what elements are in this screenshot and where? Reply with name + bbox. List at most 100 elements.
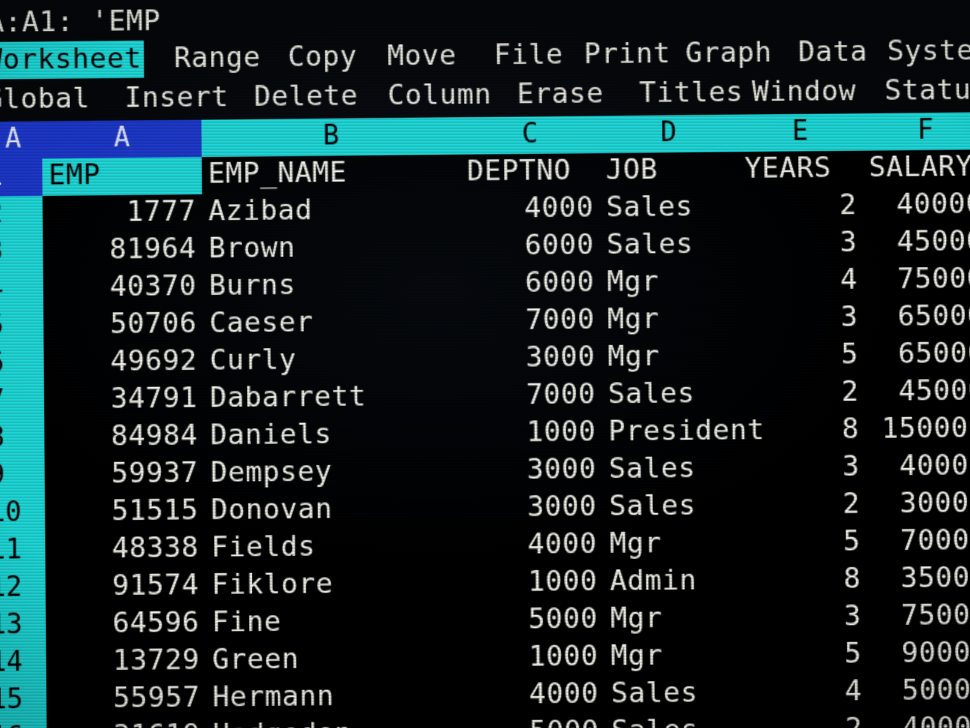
cell-years[interactable]: 2: [744, 711, 869, 728]
menu-item-window[interactable]: Window: [751, 75, 857, 109]
cell-years[interactable]: 5: [844, 637, 862, 671]
cell-emp-name[interactable]: Curly: [209, 343, 297, 377]
cell-emp[interactable]: 81964: [109, 232, 197, 266]
cell-emp-name[interactable]: Brown: [208, 231, 296, 265]
menu-item-file[interactable]: File: [493, 38, 564, 72]
cell-salary[interactable]: 75000: [900, 598, 970, 633]
row-number-8[interactable]: 8: [0, 422, 5, 454]
cell-job[interactable]: Sales: [610, 676, 699, 710]
cell-emp[interactable]: 40370: [109, 270, 197, 304]
cell-salary[interactable]: 70000: [899, 524, 970, 558]
cell-years[interactable]: 4: [844, 675, 863, 708]
cell-salary[interactable]: 50000: [901, 673, 970, 707]
cell-job[interactable]: Sales: [606, 227, 694, 261]
cell-deptno[interactable]: 7000: [525, 378, 596, 412]
cell-years[interactable]: 5: [842, 525, 861, 558]
column-header-d[interactable]: D: [660, 117, 677, 149]
cell-salary[interactable]: 90000: [901, 636, 970, 670]
cell-years[interactable]: 3: [843, 600, 862, 633]
menu-item-move[interactable]: Move: [387, 39, 457, 73]
cell-job[interactable]: Mgr: [606, 265, 660, 299]
row-number-5[interactable]: 5: [0, 310, 4, 342]
cell-emp-name[interactable]: Hermann: [212, 680, 335, 714]
cell-emp-name[interactable]: Green: [212, 643, 300, 677]
cell-deptno[interactable]: 1000: [527, 565, 598, 599]
menu-item-titles[interactable]: Titles: [638, 76, 744, 110]
row-number-16[interactable]: 16: [0, 719, 47, 728]
cell-emp-name[interactable]: Dabarrett: [209, 380, 367, 415]
cell-emp-name[interactable]: Dempsey: [210, 455, 333, 489]
cell-salary[interactable]: 40000: [902, 711, 970, 728]
cell-deptno[interactable]: 3000: [526, 453, 597, 486]
cell-job[interactable]: Mgr: [610, 602, 663, 635]
column-header-f[interactable]: F: [917, 114, 934, 147]
cell-job[interactable]: Admin: [609, 564, 697, 598]
cell-years[interactable]: 2: [842, 487, 861, 521]
cell-emp-name[interactable]: Fine: [211, 605, 282, 639]
row-number-14[interactable]: 14: [0, 646, 23, 679]
cell-emp[interactable]: 55957: [112, 681, 201, 715]
row-number-10[interactable]: 10: [0, 497, 22, 529]
cell-e1-years[interactable]: YEARS: [744, 152, 832, 185]
cell-emp[interactable]: 50706: [109, 307, 198, 341]
cell-deptno[interactable]: 4000: [528, 677, 599, 711]
cell-salary[interactable]: 150000: [881, 411, 970, 446]
menu-item-erase[interactable]: Erase: [516, 77, 604, 111]
row-number-13[interactable]: 13: [0, 609, 23, 641]
cell-deptno[interactable]: 4000: [524, 191, 594, 225]
cell-salary[interactable]: 35000: [900, 561, 970, 595]
column-header-a[interactable]: A: [41, 119, 202, 159]
cell-years[interactable]: 8: [843, 562, 862, 596]
cell-emp[interactable]: 34791: [110, 382, 198, 416]
cell-c1-deptno[interactable]: DEPTNO: [466, 154, 572, 188]
menu-item-delete[interactable]: Delete: [253, 79, 359, 114]
menu-item-copy[interactable]: Copy: [287, 40, 358, 74]
menu-item-insert[interactable]: Insert: [124, 81, 229, 115]
cell-emp[interactable]: 51515: [111, 494, 199, 528]
column-header-b[interactable]: B: [322, 120, 340, 152]
row-number-7[interactable]: 7: [0, 385, 5, 417]
cell-emp[interactable]: 64596: [112, 606, 200, 640]
cell-a1-emp[interactable]: EMP: [42, 157, 203, 196]
cell-years[interactable]: 5: [840, 338, 859, 371]
cell-deptno[interactable]: 3000: [527, 490, 597, 524]
menu-item-range[interactable]: Range: [173, 41, 261, 75]
cell-job[interactable]: Mgr: [607, 340, 660, 374]
cell-job[interactable]: Sales: [605, 190, 694, 224]
cell-salary[interactable]: 45000: [898, 374, 970, 408]
menu-item-column[interactable]: Column: [387, 78, 492, 112]
cell-emp-name[interactable]: Azibad: [208, 194, 313, 228]
worksheet-grid[interactable]: A A B C D E F 1 2 3 4 5 6 7 8 9 10 11: [0, 112, 970, 728]
cell-years[interactable]: 2: [841, 375, 860, 409]
cell-emp[interactable]: 31619: [47, 718, 207, 728]
cell-years[interactable]: 2: [839, 189, 857, 222]
cell-deptno[interactable]: 7000: [525, 303, 595, 337]
cell-years[interactable]: 8: [841, 413, 860, 446]
cell-emp[interactable]: 49692: [110, 344, 198, 378]
cell-years[interactable]: 3: [840, 301, 859, 334]
row-number-12[interactable]: 12: [0, 571, 23, 604]
cell-emp[interactable]: 48338: [111, 531, 199, 565]
cell-job[interactable]: Mgr: [610, 639, 663, 673]
cell-salary[interactable]: 40000: [896, 187, 970, 221]
cell-salary[interactable]: 65000: [897, 299, 970, 333]
cell-deptno[interactable]: 3000: [525, 340, 596, 374]
cell-emp[interactable]: 91574: [112, 569, 200, 603]
cell-deptno[interactable]: 1000: [528, 640, 599, 674]
cell-emp-name[interactable]: Fiklore: [211, 567, 334, 602]
cell-salary[interactable]: 40000: [899, 449, 970, 483]
cell-emp[interactable]: 59937: [111, 456, 199, 490]
row-number-1[interactable]: 1: [0, 158, 43, 197]
column-header-c[interactable]: C: [521, 118, 539, 150]
cell-emp-name[interactable]: Burns: [208, 269, 296, 303]
cell-emp-name[interactable]: Daniels: [210, 418, 333, 452]
row-number-6[interactable]: 6: [0, 347, 5, 379]
menu-item-graph[interactable]: Graph: [685, 36, 773, 70]
cell-emp-name[interactable]: Donovan: [210, 493, 333, 527]
menu-item-worksheet[interactable]: Worksheet: [0, 40, 144, 80]
cell-deptno[interactable]: 5000: [466, 714, 605, 728]
cell-emp-name[interactable]: Caeser: [209, 306, 314, 340]
row-number-3[interactable]: 3: [0, 235, 4, 267]
cell-salary[interactable]: 45000: [896, 225, 970, 259]
row-number-15[interactable]: 15: [0, 684, 24, 716]
